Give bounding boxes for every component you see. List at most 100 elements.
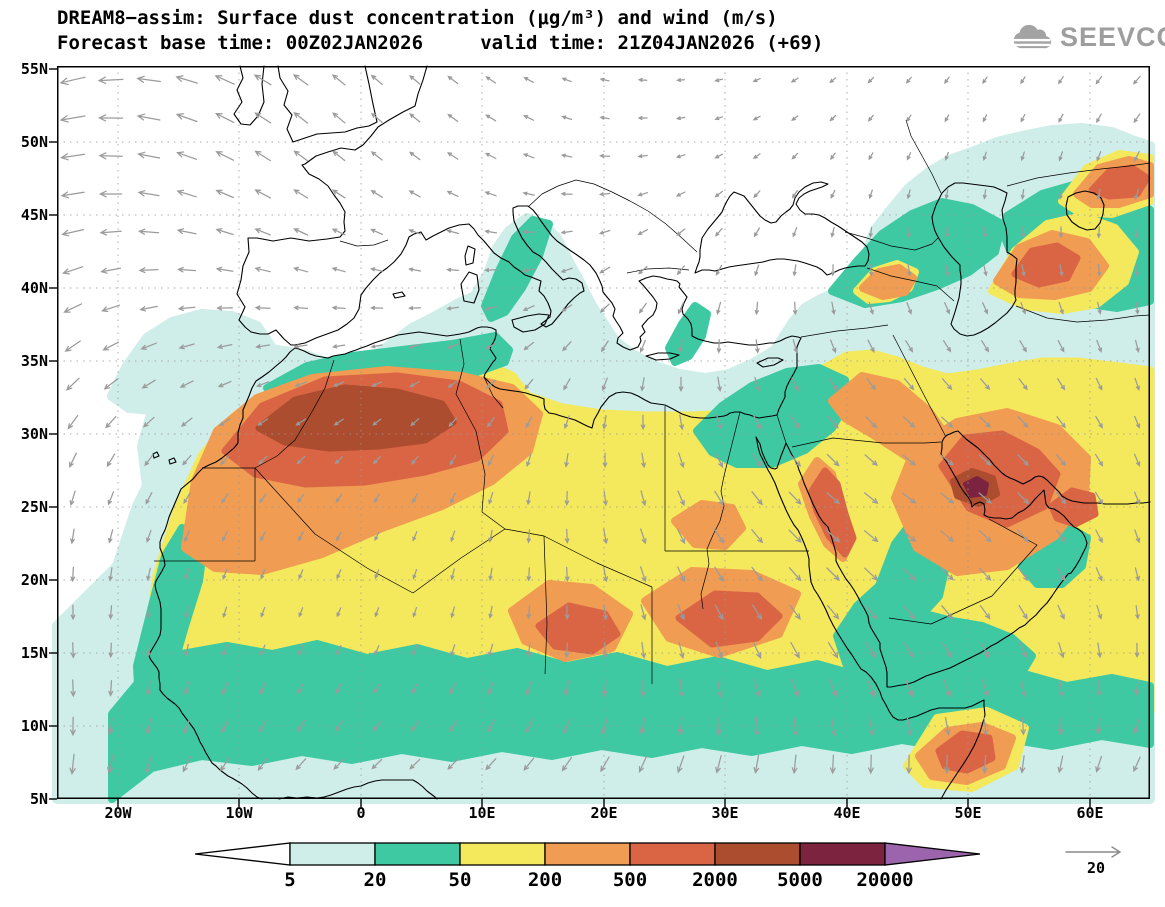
wind-vector	[791, 754, 798, 775]
wind-vector	[447, 152, 459, 160]
wind-vector	[600, 756, 610, 773]
wind-vector	[1021, 226, 1026, 239]
wind-vector	[374, 645, 380, 656]
wind-vector	[752, 641, 762, 660]
wind-vector	[260, 644, 266, 657]
wind-vector	[522, 229, 535, 234]
wind-vector	[257, 418, 269, 426]
wind-vector	[560, 267, 573, 273]
tick-marks	[49, 68, 1091, 807]
wind-vector	[522, 153, 535, 159]
wind-vector	[69, 452, 77, 469]
wind-vector	[751, 491, 763, 506]
wind-vector	[1018, 604, 1028, 620]
wind-vector	[679, 414, 685, 431]
wind-vector	[1020, 113, 1026, 123]
wind-vector	[906, 114, 912, 123]
wind-vector	[598, 192, 611, 197]
wind-vector	[907, 264, 912, 277]
wind-vector	[638, 302, 647, 314]
wind-vector	[754, 716, 761, 737]
wind-vector	[601, 717, 608, 735]
wind-vector	[1095, 529, 1103, 544]
wind-vector	[333, 758, 345, 770]
wind-vector	[637, 115, 648, 121]
wind-vector	[903, 642, 915, 659]
wind-vector	[298, 644, 304, 656]
colorbar-label: 500	[612, 869, 648, 891]
wind-vector	[751, 566, 763, 582]
wind-vector	[371, 381, 383, 387]
wind-vector	[1133, 453, 1141, 468]
wind-vector	[944, 114, 950, 123]
wind-vector	[1059, 264, 1064, 277]
lat-tick-label: 20N	[20, 571, 48, 589]
wind-vector	[561, 756, 573, 772]
wind-vector	[486, 416, 495, 428]
wind-vector	[1134, 263, 1140, 277]
wind-vector	[944, 302, 951, 315]
lat-tick-label: 10N	[20, 717, 48, 735]
wind-vector	[522, 305, 535, 312]
wind-vector	[408, 151, 421, 161]
wind-vector	[1134, 150, 1140, 162]
wind-vector	[826, 604, 840, 620]
coastline-britain	[277, 65, 378, 143]
lon-tick-label: 30E	[711, 804, 739, 822]
wind-vector	[409, 758, 421, 770]
wind-vector	[524, 378, 534, 390]
wind-vector	[1020, 302, 1027, 315]
wind-vector	[254, 112, 272, 124]
wind-vector	[792, 301, 798, 316]
wind-vector	[523, 341, 535, 351]
wind-vector	[1020, 188, 1025, 200]
wind-vector	[485, 76, 497, 84]
wind-vector	[1056, 529, 1067, 543]
wind-vector	[215, 228, 234, 236]
wind-vector	[601, 377, 608, 392]
wind-vector	[1133, 756, 1141, 773]
wind-vector	[978, 492, 992, 504]
wind-vector	[447, 75, 459, 85]
wind-vector	[70, 528, 75, 545]
wind-vector	[637, 77, 648, 82]
wind-vector	[678, 679, 685, 698]
wind-vector	[137, 190, 160, 197]
wind-vector	[903, 416, 916, 429]
wind-vector	[374, 607, 380, 618]
wind-vector	[331, 228, 346, 236]
wind-vector	[715, 641, 723, 660]
wind-vector	[182, 756, 192, 773]
wind-vector	[1056, 454, 1067, 467]
wind-vector	[906, 189, 911, 200]
wind-vector	[183, 681, 190, 696]
wind-vector	[561, 77, 572, 83]
dust-region	[107, 309, 277, 415]
wind-vector	[258, 455, 268, 465]
wind-vector	[564, 642, 570, 659]
wind-vector	[1134, 642, 1140, 659]
wind-vector	[791, 377, 799, 392]
wind-vector	[101, 304, 121, 313]
wind-vector	[177, 266, 197, 273]
wind-vector	[603, 566, 609, 583]
wind-vector	[336, 644, 342, 656]
wind-vector	[179, 380, 194, 388]
wind-vector	[827, 415, 839, 429]
cloud-icon	[1011, 24, 1052, 48]
wind-vector	[560, 230, 573, 235]
wind-vector	[677, 604, 685, 621]
wind-vector	[561, 304, 573, 312]
wind-vector	[599, 115, 610, 120]
wind-vector	[754, 264, 760, 277]
wind-vector	[373, 682, 381, 694]
wind-vector	[526, 643, 531, 658]
wind-vector	[221, 719, 229, 734]
wind-vector	[942, 642, 952, 659]
wind-vector	[295, 418, 307, 426]
wind-vector	[523, 77, 535, 83]
wind-vector	[180, 417, 193, 427]
wind-vector	[827, 641, 839, 659]
wind-vector	[1017, 492, 1030, 505]
wind-vector	[331, 305, 346, 311]
